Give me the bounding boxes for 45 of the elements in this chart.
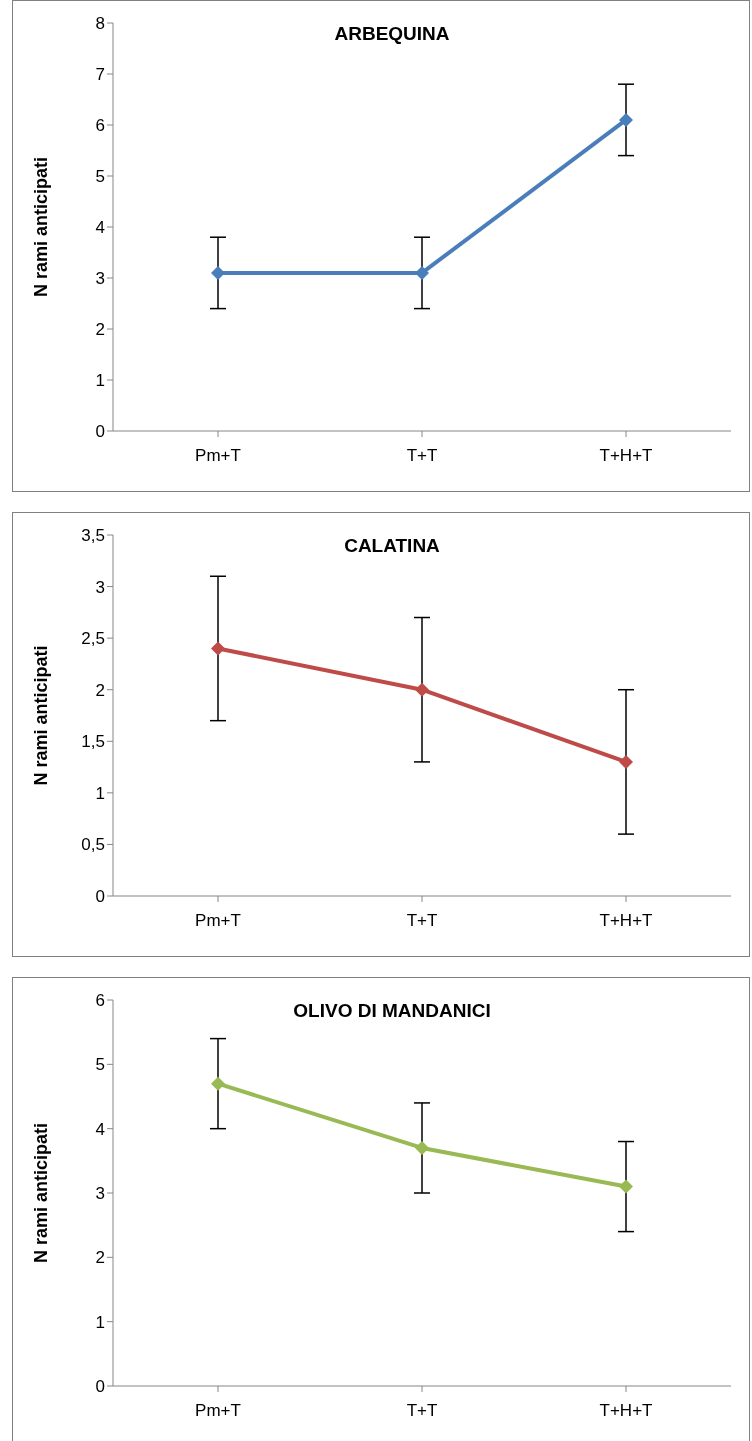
y-tick-label: 1,5 — [81, 732, 105, 752]
x-tick-label: Pm+T — [195, 446, 241, 466]
x-tick-label: T+H+T — [599, 446, 653, 466]
y-tick-label: 6 — [95, 991, 105, 1011]
x-tick-label: T+T — [406, 446, 438, 466]
x-tick-label: T+H+T — [599, 1401, 653, 1421]
y-tick-label: 0,5 — [81, 835, 105, 855]
y-tick-label: 6 — [95, 116, 105, 136]
x-tick-label: Pm+T — [195, 911, 241, 931]
y-tick-label: 5 — [95, 1055, 105, 1075]
y-tick-label: 3 — [95, 269, 105, 289]
y-tick-label: 2,5 — [81, 629, 105, 649]
y-axis-title: N rami anticipati — [31, 645, 52, 786]
x-tick-label: T+H+T — [599, 911, 653, 931]
y-axis-title: N rami anticipati — [31, 1122, 52, 1264]
y-tick-label: 1 — [95, 1312, 105, 1332]
y-tick-label: 2 — [95, 1248, 105, 1268]
y-tick-label: 0 — [95, 1377, 105, 1397]
x-tick-label: T+T — [406, 911, 438, 931]
chart-title: ARBEQUINA — [334, 23, 450, 44]
y-axis-title: N rami anticipati — [31, 156, 52, 298]
y-tick-label: 3,5 — [81, 526, 105, 546]
y-tick-label: 2 — [95, 680, 105, 700]
y-tick-label: 2 — [95, 320, 105, 340]
y-tick-label: 5 — [95, 167, 105, 187]
y-tick-label: 0 — [95, 422, 105, 442]
point — [619, 754, 633, 769]
point — [211, 641, 225, 656]
y-tick-label: 4 — [95, 218, 105, 238]
point — [415, 1140, 429, 1155]
y-tick-label: 1 — [95, 783, 105, 803]
chart-title: OLIVO DI MANDANICI — [293, 1000, 491, 1021]
y-tick-label: 7 — [95, 65, 105, 85]
x-tick-label: T+T — [406, 1401, 438, 1421]
y-tick-label: 3 — [95, 1184, 105, 1204]
point — [415, 682, 429, 697]
y-tick-label: 8 — [95, 14, 105, 34]
chart-title: CALATINA — [344, 535, 440, 556]
y-tick-label: 1 — [95, 371, 105, 391]
y-tick-label: 4 — [95, 1119, 105, 1139]
point — [211, 1076, 225, 1091]
y-tick-label: 3 — [95, 577, 105, 597]
x-tick-label: Pm+T — [195, 1401, 241, 1421]
y-tick-label: 0 — [95, 887, 105, 907]
point — [619, 1179, 633, 1194]
